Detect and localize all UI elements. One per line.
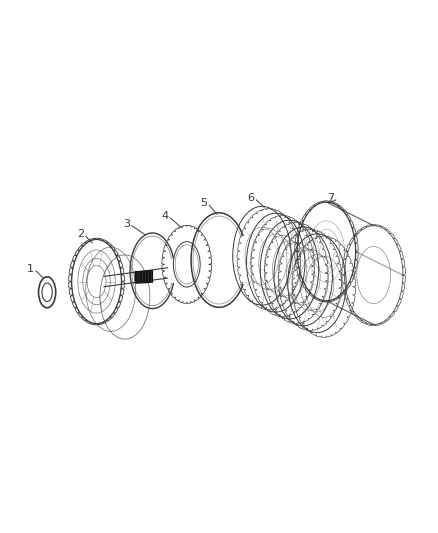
Polygon shape [135, 271, 152, 283]
Text: 4: 4 [162, 211, 169, 221]
Text: 7: 7 [327, 193, 334, 203]
Text: 2: 2 [77, 229, 84, 239]
Text: 5: 5 [201, 198, 208, 208]
Text: 6: 6 [248, 193, 255, 203]
Text: 3: 3 [123, 219, 130, 229]
Text: 1: 1 [27, 264, 34, 273]
